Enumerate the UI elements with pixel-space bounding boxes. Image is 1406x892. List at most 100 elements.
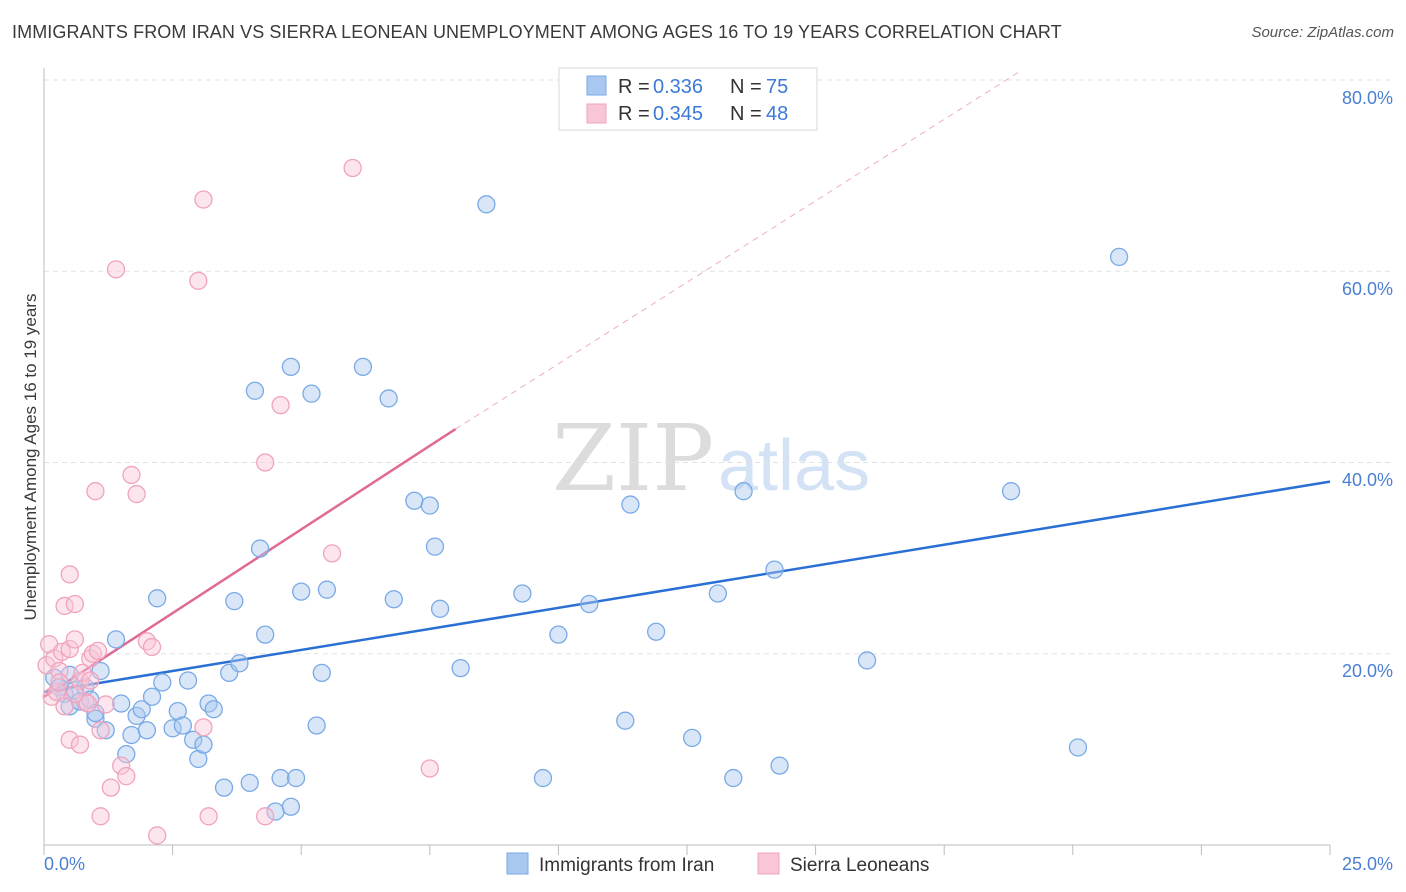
y-tick-label-60: 60.0% <box>1342 279 1393 299</box>
y-axis-label: Unemployment Among Ages 16 to 19 years <box>21 294 40 621</box>
iran-point-39 <box>256 625 275 644</box>
legend-iran-n-value: 75 <box>766 76 788 98</box>
legend-swatch-iran <box>586 75 607 96</box>
iran-point-34 <box>225 592 244 611</box>
iran-point-72 <box>857 651 877 670</box>
sierra-point-20 <box>88 641 108 661</box>
sierra-point-21 <box>91 721 110 740</box>
sierra-point-40 <box>256 453 275 472</box>
iran-point-50 <box>353 357 373 377</box>
iran-point-57 <box>451 658 470 678</box>
sierra-point-17 <box>81 649 100 668</box>
iran-point-65 <box>646 622 666 641</box>
iran-point-66 <box>682 728 702 748</box>
sierra-point-7 <box>55 697 74 716</box>
sierra-point-23 <box>101 778 121 797</box>
iran-point-60 <box>533 768 553 788</box>
iran-point-55 <box>425 537 445 556</box>
bottom-legend-label-iran: Immigrants from Iran <box>539 855 714 876</box>
iran-point-45 <box>292 582 311 601</box>
trend-lines <box>43 70 1331 698</box>
iran-point-42 <box>281 797 301 816</box>
iran-point-37 <box>245 381 265 400</box>
sierra-point-10 <box>60 639 79 659</box>
legend-iran-r-label: R = <box>618 76 650 98</box>
chart-source: Source: ZipAtlas.com <box>1251 24 1394 41</box>
sierra-point-29 <box>137 632 157 651</box>
iran-point-19 <box>137 721 157 740</box>
iran-point-28 <box>189 749 208 769</box>
bottom-legend-swatch-iran <box>506 852 529 875</box>
sierra-point-36 <box>194 190 213 209</box>
iran-point-54 <box>420 496 439 515</box>
iran-point-38 <box>250 539 270 558</box>
sierra-point-46 <box>81 671 100 690</box>
series-sierra-points <box>37 158 439 845</box>
sierra-point-47 <box>65 684 85 704</box>
legend-sierra-n-label: N = <box>730 103 762 125</box>
iran-point-31 <box>204 700 223 719</box>
iran-point-26 <box>178 671 198 690</box>
legend-sierra-r-value: 0.345 <box>653 103 703 125</box>
iran-point-47 <box>307 716 326 735</box>
iran-point-14 <box>112 694 131 713</box>
iran-point-70 <box>765 560 784 579</box>
legend-sierra-n-value: 48 <box>766 103 788 125</box>
iran-point-16 <box>122 725 141 745</box>
sierra-point-27 <box>122 465 141 485</box>
iran-point-13 <box>106 630 126 649</box>
sierra-point-16 <box>78 694 97 713</box>
sierra-point-30 <box>142 637 162 657</box>
chart-title: IMMIGRANTS FROM IRAN VS SIERRA LEONEAN U… <box>12 22 1062 42</box>
iran-point-67 <box>708 584 728 603</box>
grid-lines <box>44 79 1393 655</box>
iran-point-62 <box>580 594 599 614</box>
sierra-point-35 <box>189 271 208 290</box>
series-legend: Immigrants from Iran Sierra Leoneans <box>506 852 929 876</box>
iran-point-27 <box>184 730 203 749</box>
bottom-legend-label-sierra: Sierra Leoneans <box>790 855 929 876</box>
iran-point-20 <box>142 687 162 706</box>
iran-point-23 <box>163 719 182 738</box>
iran-point-12 <box>96 721 115 740</box>
y-tick-labels: 20.0% 40.0% 60.0% 80.0% <box>1342 88 1393 681</box>
iran-point-61 <box>549 625 568 644</box>
sierra-point-14 <box>73 663 92 683</box>
sierra-point-38 <box>199 807 218 826</box>
iran-point-63 <box>616 711 635 730</box>
trend-line-sierra <box>43 427 457 698</box>
sierra-point-28 <box>127 484 146 504</box>
sierra-point-43 <box>343 158 362 178</box>
sierra-point-42 <box>322 544 342 563</box>
iran-point-56 <box>430 599 450 618</box>
sierra-point-31 <box>148 826 167 845</box>
trend-line-iran <box>43 480 1331 694</box>
iran-point-36 <box>240 773 259 792</box>
iran-point-64 <box>621 495 640 514</box>
sierra-point-9 <box>60 565 79 584</box>
iran-point-58 <box>477 195 496 214</box>
x-tick-label-min: 0.0% <box>44 854 85 874</box>
iran-point-73 <box>1001 482 1021 501</box>
x-tick-label-max: 25.0% <box>1342 854 1393 874</box>
sierra-point-32 <box>60 730 79 749</box>
iran-point-21 <box>148 589 167 608</box>
trend-line-sierra-extended <box>455 70 1022 430</box>
iran-point-49 <box>317 580 337 599</box>
iran-point-41 <box>271 768 290 788</box>
iran-point-32 <box>214 778 234 797</box>
sierra-point-33 <box>70 735 90 754</box>
sierra-point-34 <box>91 807 110 826</box>
legend-iran-r-value: 0.336 <box>653 76 703 98</box>
iran-point-29 <box>194 735 213 754</box>
y-tick-label-40: 40.0% <box>1342 470 1393 490</box>
sierra-point-12 <box>65 594 85 614</box>
sierra-point-11 <box>65 630 85 649</box>
iran-point-15 <box>117 745 136 764</box>
iran-point-44 <box>281 357 301 377</box>
sierra-point-15 <box>76 692 95 711</box>
watermark-zip: ZIP <box>552 405 714 512</box>
stats-legend: R = 0.336 N = 75 R = 0.345 N = 48 <box>558 67 818 131</box>
iran-point-22 <box>153 673 172 692</box>
